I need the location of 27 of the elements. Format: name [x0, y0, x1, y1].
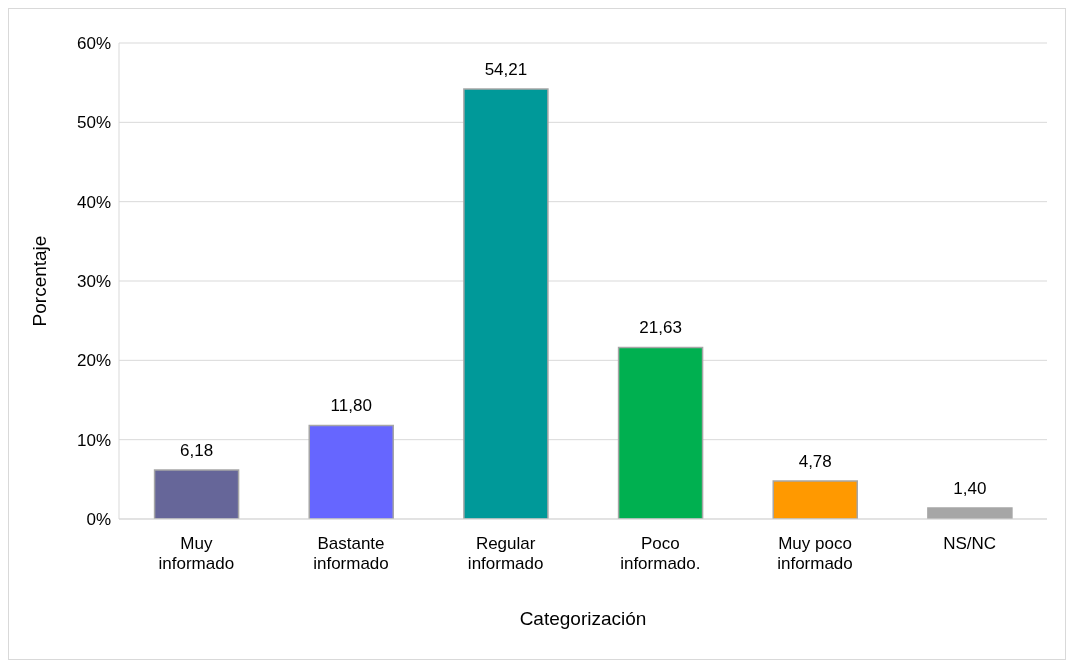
y-tick-label: 20% — [76, 351, 111, 371]
data-label: 11,80 — [330, 396, 372, 416]
data-label: 6,18 — [180, 440, 214, 460]
data-label: 1,40 — [953, 478, 987, 498]
bar — [772, 480, 858, 519]
y-tick-label: 0% — [86, 510, 111, 530]
bar — [463, 88, 549, 519]
y-tick-label: 50% — [76, 113, 111, 133]
bar — [927, 507, 1013, 519]
data-label: 21,63 — [639, 318, 682, 338]
x-tick-label: Muy poco informado — [777, 533, 853, 573]
x-tick-label: NS/NC — [943, 533, 997, 553]
bar — [153, 469, 240, 519]
x-tick-label: Bastante informado — [313, 533, 389, 573]
x-tick-label: Regular informado — [467, 533, 544, 573]
x-tick-label: Poco informado. — [620, 533, 701, 573]
y-tick-label: 40% — [76, 192, 111, 212]
data-label: 4,78 — [798, 452, 832, 472]
x-tick-label: Muy informado — [158, 533, 235, 573]
y-tick-label: 30% — [76, 272, 111, 292]
x-axis-title: Categorización — [519, 608, 647, 629]
y-axis-title: Porcentaje — [28, 235, 50, 327]
bar — [308, 424, 394, 519]
y-tick-label: 60% — [76, 34, 111, 54]
bar — [617, 346, 704, 519]
data-label: 54,21 — [484, 59, 528, 79]
y-tick-label: 10% — [76, 430, 111, 450]
